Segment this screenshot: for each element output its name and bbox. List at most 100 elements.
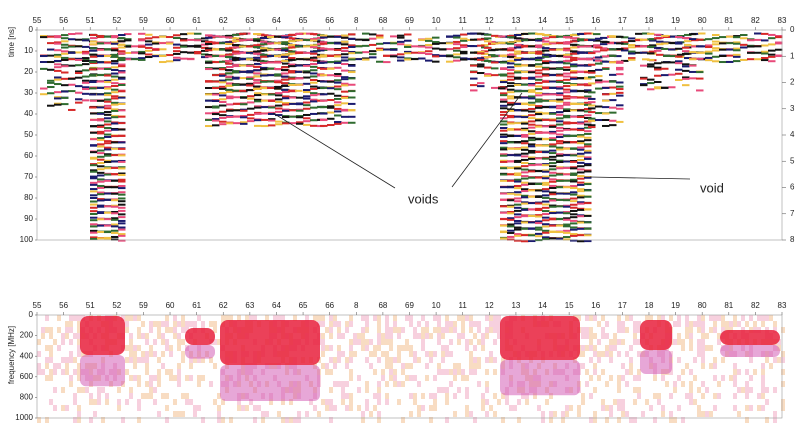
texture-haze [657,399,661,405]
texture-stroke [334,123,342,125]
texture-stroke [584,215,592,217]
texture-stroke [577,90,585,92]
texture-stroke [577,77,585,79]
texture-stroke [111,110,119,112]
texture-haze [49,345,53,351]
texture-haze [461,327,465,333]
texture-haze [625,315,629,321]
texture-stroke [542,145,550,147]
texture-stroke [104,117,112,119]
texture-stroke [104,81,112,83]
texture-haze [365,339,369,345]
texture-stroke [719,55,727,57]
texture-haze [345,381,349,387]
texture-stroke [383,49,391,51]
texture-haze [621,405,625,411]
texture-stroke [668,42,676,44]
texture-haze [125,345,129,351]
texture-stroke [104,94,112,96]
texture-stroke [654,62,662,64]
texture-stroke [616,86,624,88]
texture-haze [781,351,785,357]
texture-haze [145,357,149,363]
texture-stroke [570,222,578,224]
texture-stroke [521,134,529,136]
texture-haze [365,387,369,393]
texture-stroke [521,146,529,148]
texture-haze [161,363,165,369]
texture-haze [129,345,133,351]
texture-stroke [281,60,289,62]
texture-haze [245,405,249,411]
texture-haze [377,381,381,387]
texture-haze [609,375,613,381]
texture-stroke [61,40,69,42]
texture-stroke [310,46,318,48]
texture-stroke [563,116,571,118]
texture-haze [469,369,473,375]
texture-haze [149,393,153,399]
texture-stroke [460,52,468,54]
texture-stroke [90,164,98,166]
texture-stroke [111,148,119,150]
texture-stroke [145,47,153,49]
texture-stroke [310,51,318,53]
texture-stroke [75,59,83,61]
texture-stroke [570,135,578,137]
texture-stroke [477,38,485,40]
texture-haze [481,345,485,351]
texture-stroke [491,87,499,89]
texture-haze [161,339,165,345]
texture-stroke [500,134,508,136]
x-tick-label: 83 [778,16,787,25]
texture-stroke [225,60,233,62]
texture-stroke [521,39,529,41]
texture-stroke [542,219,550,221]
texture-stroke [205,56,213,58]
texture-haze [669,315,673,321]
texture-haze [325,363,329,369]
texture-stroke [90,223,98,225]
texture-stroke [535,85,543,87]
texture-haze [373,405,377,411]
texture-stroke [310,107,318,109]
texture-stroke [563,123,571,125]
texture-haze [333,357,337,363]
texture-stroke [563,186,571,188]
texture-haze [773,321,777,327]
texture-stroke [761,59,769,61]
texture-stroke [528,124,536,126]
texture-stroke [675,60,683,62]
texture-haze [381,369,385,375]
y-tick-label: 600 [20,372,34,381]
texture-haze [65,321,69,327]
texture-stroke [682,50,690,52]
texture-stroke [563,36,571,38]
texture-stroke [668,61,676,63]
texture-stroke [219,94,227,96]
texture-haze [61,387,65,393]
texture-stroke [82,60,90,62]
texture-stroke [118,181,126,183]
texture-haze [593,387,597,393]
texture-stroke [570,63,578,65]
texture-stroke [180,51,188,53]
texture-haze [49,357,53,363]
texture-stroke [118,78,126,80]
texture-stroke [268,120,276,122]
texture-stroke [563,129,571,131]
texture-haze [177,411,181,417]
texture-stroke [521,90,529,92]
texture-haze [761,405,765,411]
texture-haze [601,351,605,357]
texture-blob [80,316,125,355]
texture-stroke [159,42,167,44]
texture-stroke [145,53,153,55]
texture-stroke [97,159,105,161]
texture-haze [421,327,425,333]
texture-stroke [584,96,592,98]
texture-haze [469,363,473,369]
texture-haze [397,351,401,357]
texture-haze [697,411,701,417]
texture-stroke [40,55,48,57]
